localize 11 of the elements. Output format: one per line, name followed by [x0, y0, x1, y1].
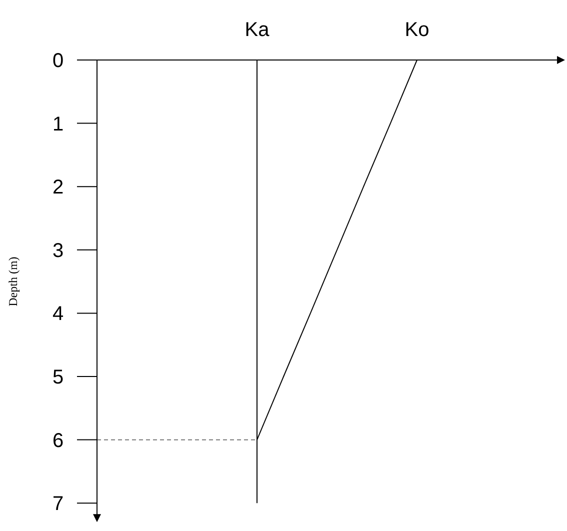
series-label: Ka: [244, 19, 270, 41]
y-tick-label: 5: [52, 366, 64, 388]
y-tick-label: 0: [52, 50, 64, 72]
y-tick-label: 6: [52, 430, 64, 452]
series-label: Ko: [404, 19, 430, 41]
y-tick-label: 4: [52, 303, 64, 326]
y-tick-label: 3: [52, 240, 64, 262]
y-tick-label: 1: [52, 113, 64, 136]
y-axis-title: Depth (m): [6, 256, 20, 306]
y-tick-label: 7: [52, 493, 64, 516]
y-tick-label: 2: [52, 176, 64, 199]
